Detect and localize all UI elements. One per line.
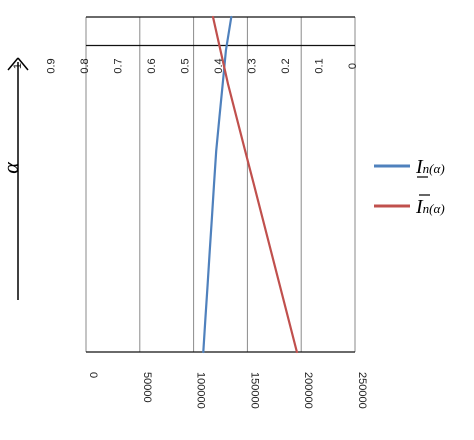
series-lines — [202, 15, 298, 354]
y-tick-label: 0.4 — [213, 58, 225, 73]
x-tick-label: 200000 — [302, 372, 314, 409]
alpha-axis-indicator: α — [0, 57, 29, 300]
x-tick-label: 50000 — [141, 372, 153, 403]
y-tick-label: 0.8 — [79, 58, 91, 73]
alpha-arrow-head-right — [17, 57, 29, 71]
legend: In(α) In(α) — [374, 156, 445, 218]
x-tick-label: 0 — [87, 372, 99, 378]
y-tick-label: 0.7 — [113, 58, 125, 73]
y-tick-label: 0.2 — [280, 58, 292, 73]
x-tick-label: 100000 — [195, 372, 207, 409]
grid — [85, 17, 356, 352]
alpha-axis-label: α — [0, 162, 23, 174]
x-tick-label: 150000 — [248, 372, 260, 409]
alpha-arrow-head-left — [7, 57, 19, 71]
y-tick-label: 0.6 — [146, 58, 158, 73]
x-tick-label: 250000 — [356, 372, 368, 409]
y-tick-label: 0.5 — [180, 58, 192, 73]
x-tick-labels: 0 50000 100000 150000 200000 250000 — [87, 372, 368, 409]
legend-label-upper: In(α) — [415, 196, 445, 218]
legend-label-lower: In(α) — [415, 156, 445, 178]
legend-entry-lower: In(α) — [374, 156, 445, 178]
y-tick-labels: 00.10.20.30.40.50.60.70.80.91 — [12, 58, 359, 73]
y-tick-label: 0.1 — [314, 58, 326, 73]
y-tick-label: 0.3 — [247, 58, 259, 73]
y-tick-label: 0.9 — [46, 58, 58, 73]
y-tick-label: 0 — [347, 63, 359, 69]
series-line-lower — [202, 15, 233, 354]
series-line-upper — [211, 15, 298, 354]
legend-entry-upper: In(α) — [374, 194, 445, 218]
